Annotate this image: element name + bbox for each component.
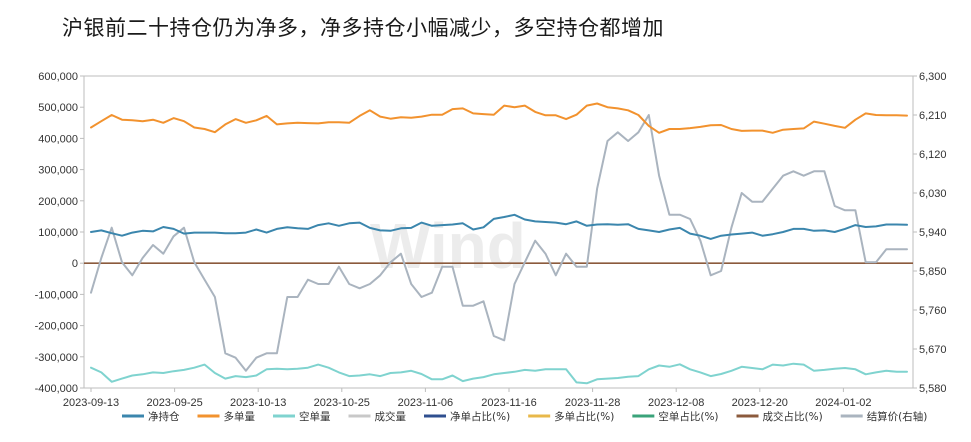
legend-label: 空单占比(%) xyxy=(658,410,718,423)
left-tick-label: 100,000 xyxy=(38,227,78,239)
series-layer xyxy=(90,102,908,385)
x-tick-label: 2023-12-08 xyxy=(648,397,704,409)
right-tick-label: 5,580 xyxy=(919,383,947,395)
x-tick-label: 2023-09-13 xyxy=(63,397,119,409)
right-tick-label: 5,940 xyxy=(919,227,947,239)
legend-label: 成交占比(%) xyxy=(763,410,823,423)
legend-label: 成交量 xyxy=(375,410,407,423)
legend-label: 空单量 xyxy=(299,410,331,423)
left-tick-label: 400,000 xyxy=(38,133,78,145)
right-tick-label: 6,210 xyxy=(919,110,947,122)
x-axis: 2023-09-13 2023-09-25 2023-10-13 2023-10-25… xyxy=(63,388,872,409)
x-tick-label: 2023-10-13 xyxy=(230,397,286,409)
left-tick-label: 500,000 xyxy=(38,102,78,114)
legend-label: 净单占比(%) xyxy=(450,410,510,423)
left-tick-label: 0 xyxy=(72,258,78,270)
right-tick-label: 6,300 xyxy=(919,71,947,83)
legend-label: 净持仓 xyxy=(148,410,180,423)
left-axis: 600,000 500,000 400,000 300,000 200,000 100,0… xyxy=(35,71,84,395)
x-tick-label: 2023-10-25 xyxy=(314,397,370,409)
left-tick-label: -400,000 xyxy=(35,383,78,395)
left-tick-label: -100,000 xyxy=(35,289,78,301)
series-line-settlement-price xyxy=(90,114,908,372)
left-tick-label: 600,000 xyxy=(38,71,78,83)
x-tick-label: 2023-12-20 xyxy=(732,397,788,409)
series-line-net-position xyxy=(90,213,908,240)
x-tick-label: 2023-09-25 xyxy=(146,397,202,409)
series-line-long-volume xyxy=(90,102,908,134)
series-line-short-volume xyxy=(90,362,908,385)
right-tick-label: 6,120 xyxy=(919,149,947,161)
left-tick-label: -200,000 xyxy=(35,321,78,333)
left-tick-label: 300,000 xyxy=(38,165,78,177)
legend: 净持仓 多单量 空单量 成交量 净单占比(%) 多单占比(%) 空单占比(%) 成交占比(%)… xyxy=(122,410,927,423)
x-tick-label: 2023-11-06 xyxy=(398,397,453,409)
left-tick-label: -300,000 xyxy=(35,352,78,364)
legend-label: 多单量 xyxy=(224,410,256,423)
right-axis: 6,300 6,210 6,120 6,030 5,940 5,850 5,760 5,670… xyxy=(913,71,947,395)
legend-label: 多单占比(%) xyxy=(554,410,614,423)
left-tick-label: 200,000 xyxy=(38,196,78,208)
x-tick-label: 2024-01-02 xyxy=(815,397,871,409)
right-tick-label: 5,670 xyxy=(919,344,947,356)
chart-title: 沪银前二十持仓仍为净多，净多持仓小幅减少，多空持仓都增加 xyxy=(62,16,664,40)
right-tick-label: 6,030 xyxy=(919,188,947,200)
legend-label: 结算价(右轴) xyxy=(867,410,928,423)
x-tick-label: 2023-11-28 xyxy=(565,397,620,409)
x-tick-label: 2023-11-16 xyxy=(481,397,536,409)
right-tick-label: 5,760 xyxy=(919,305,947,317)
right-tick-label: 5,850 xyxy=(919,266,947,278)
watermark: Wind xyxy=(370,210,526,282)
